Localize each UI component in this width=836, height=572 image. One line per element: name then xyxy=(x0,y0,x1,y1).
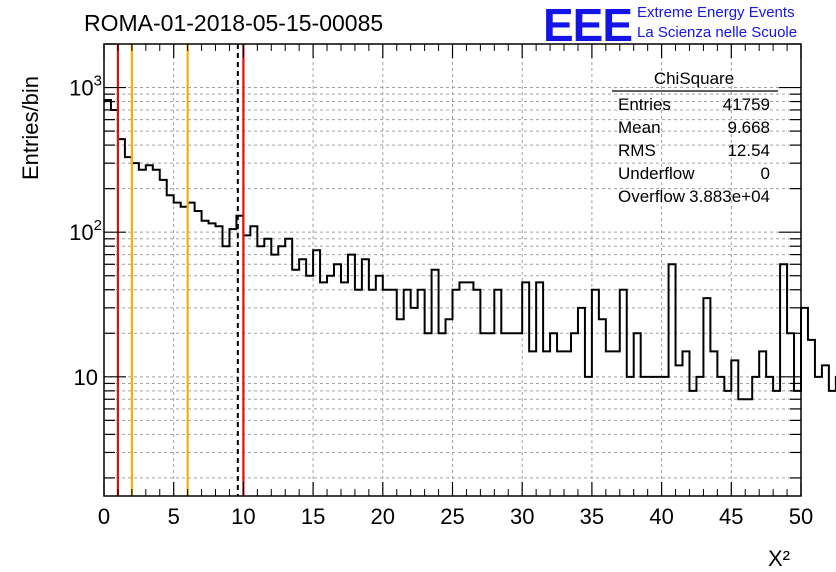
stats-value-mean: 9.668 xyxy=(727,118,770,137)
y-tick-label: 103 xyxy=(69,73,102,101)
x-tick-label: 10 xyxy=(231,504,255,529)
x-axis-label: X² xyxy=(768,546,790,571)
logo-subtitle-line1: Extreme Energy Events xyxy=(637,4,795,21)
chart-title: ROMA-01-2018-05-15-00085 xyxy=(84,10,384,36)
stats-label-rms: RMS xyxy=(618,141,656,160)
reference-lines-layer xyxy=(116,44,245,496)
x-tick-label: 25 xyxy=(440,504,464,529)
stats-value-rms: 12.54 xyxy=(727,141,770,160)
stats-label-underflow: Underflow xyxy=(618,164,695,183)
stats-label-overflow: Overflow xyxy=(618,187,686,206)
eee-logo: EEE xyxy=(543,0,633,51)
stats-label-mean: Mean xyxy=(618,118,661,137)
x-tick-label: 45 xyxy=(719,504,743,529)
stats-value-overflow: 3.883e+04 xyxy=(689,187,770,206)
logo-subtitle-line2: La Scienza nelle Scuole xyxy=(637,24,798,41)
x-tick-label: 30 xyxy=(510,504,534,529)
stats-label-entries: Entries xyxy=(618,95,671,114)
grid-layer xyxy=(104,43,801,496)
stats-box-name: ChiSquare xyxy=(654,69,734,88)
x-tick-label: 15 xyxy=(301,504,325,529)
stats-value-entries: 41759 xyxy=(723,95,770,114)
x-tick-label: 50 xyxy=(789,504,813,529)
y-tick-label: 102 xyxy=(69,217,102,245)
y-tick-label: 10 xyxy=(74,365,98,390)
axis-ticks: 0 5 10 15 20 25 30 35 40 45 50 10 102 103 xyxy=(69,43,813,529)
stats-box: ChiSquare Entries 41759 Mean 9.668 RMS 1… xyxy=(612,69,778,206)
x-tick-label: 5 xyxy=(168,504,180,529)
x-tick-label: 35 xyxy=(580,504,604,529)
y-axis-label: Entries/bin xyxy=(18,76,43,180)
x-tick-label: 0 xyxy=(98,504,110,529)
stats-value-underflow: 0 xyxy=(761,164,770,183)
x-tick-label: 40 xyxy=(649,504,673,529)
x-tick-label: 20 xyxy=(371,504,395,529)
